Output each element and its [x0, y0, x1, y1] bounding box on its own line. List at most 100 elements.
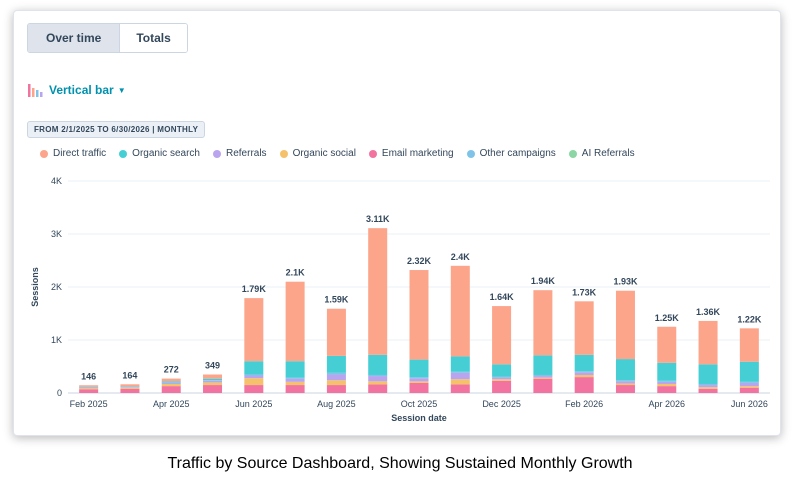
bar-segment: [326, 355, 346, 373]
bar-segment: [409, 382, 429, 393]
bar-segment: [739, 382, 759, 387]
y-tick-label: 0: [57, 388, 62, 398]
bar-segment: [120, 387, 140, 388]
bar-segment: [657, 326, 677, 363]
legend-label: Referrals: [225, 148, 267, 159]
bar-total-label: 146: [81, 371, 96, 381]
bar-segment: [615, 383, 635, 386]
x-axis-label: Session date: [391, 413, 447, 423]
bar-segment: [79, 385, 99, 387]
bar-segment: [698, 364, 718, 384]
bar-total-label: 1.94K: [531, 276, 556, 286]
bar-segment: [368, 381, 388, 385]
x-tick-label: Dec 2025: [482, 399, 521, 409]
bar-segment: [698, 385, 718, 388]
bar-segment: [285, 385, 305, 393]
figure-caption: Traffic by Source Dashboard, Showing Sus…: [167, 455, 633, 472]
x-tick-label: Apr 2025: [153, 399, 190, 409]
bar-segment: [161, 382, 181, 383]
legend-item[interactable]: Direct traffic: [40, 148, 106, 159]
legend-swatch-icon: [119, 149, 128, 158]
bar-segment: [203, 374, 223, 379]
bar-chart-icon: [27, 82, 43, 98]
legend-item[interactable]: Referrals: [212, 148, 267, 159]
bar-segment: [739, 387, 759, 393]
visualization-label: Vertical bar: [49, 83, 114, 97]
bar-total-label: 1.25K: [655, 313, 680, 323]
legend-item[interactable]: Organic search: [119, 148, 200, 159]
legend-label: Organic social: [292, 148, 356, 159]
bar-segment: [203, 380, 223, 381]
bar-segment: [533, 290, 553, 356]
bar-total-label: 272: [164, 365, 179, 375]
legend-item[interactable]: Organic social: [279, 148, 356, 159]
bar-segment: [492, 379, 512, 381]
bar-segment: [698, 320, 718, 365]
legend-item[interactable]: Other campaigns: [466, 148, 556, 159]
legend-label: Direct traffic: [53, 148, 107, 159]
y-tick-label: 3K: [51, 229, 62, 239]
bar-segment: [574, 374, 594, 378]
legend-label: Email marketing: [381, 148, 454, 159]
bar-segment: [161, 382, 181, 384]
bar-segment: [326, 372, 346, 375]
y-tick-label: 2K: [51, 282, 62, 292]
bar-segment: [657, 383, 677, 387]
bar-total-label: 1.36K: [696, 307, 721, 317]
bar-segment: [615, 380, 635, 382]
chevron-down-icon: ▼: [117, 85, 126, 95]
bar-total-label: 2.32K: [407, 256, 432, 266]
bar-total-label: 2.4K: [451, 252, 471, 262]
bar-segment: [120, 384, 140, 387]
bar-segment: [368, 384, 388, 393]
bar-segment: [244, 298, 264, 362]
bar-segment: [492, 380, 512, 393]
legend-swatch-icon: [466, 149, 475, 158]
x-tick-label: Feb 2026: [565, 399, 603, 409]
bar-segment: [574, 354, 594, 372]
bar-segment: [492, 306, 512, 365]
bar-total-label: 1.22K: [737, 314, 762, 324]
bar-segment: [574, 372, 594, 375]
bar-total-label: 1.64K: [490, 292, 515, 302]
bar-total-label: 164: [122, 370, 137, 380]
bar-segment: [492, 364, 512, 377]
bar-segment: [368, 228, 388, 355]
legend-item[interactable]: AI Referrals: [568, 148, 635, 159]
bar-segment: [739, 381, 759, 383]
bar-segment: [120, 388, 140, 393]
bar-segment: [244, 361, 264, 375]
bar-total-label: 1.73K: [572, 287, 597, 297]
bar-segment: [615, 381, 635, 384]
bar-segment: [409, 378, 429, 382]
bar-segment: [615, 290, 635, 360]
bar-segment: [492, 377, 512, 380]
bar-segment: [244, 385, 264, 393]
bar-segment: [79, 386, 99, 388]
bar-segment: [739, 361, 759, 382]
x-tick-label: Apr 2026: [648, 399, 685, 409]
legend-item[interactable]: Email marketing: [368, 148, 454, 159]
bar-total-label: 1.93K: [613, 277, 638, 287]
bar-segment: [615, 385, 635, 393]
bar-segment: [450, 384, 470, 393]
bar-segment: [450, 371, 470, 373]
visualization-selector[interactable]: Vertical bar ▼: [27, 82, 126, 98]
bar-segment: [161, 378, 181, 382]
legend-swatch-icon: [279, 149, 288, 158]
bar-segment: [533, 377, 553, 379]
bar-segment: [450, 372, 470, 380]
tab-over-time[interactable]: Over time: [28, 24, 121, 52]
tab-totals[interactable]: Totals: [120, 24, 187, 52]
bar-segment: [698, 387, 718, 389]
bar-segment: [120, 386, 140, 387]
bar-segment: [533, 378, 553, 393]
bar-segment: [450, 356, 470, 372]
bar-segment: [161, 381, 181, 383]
bar-segment: [657, 362, 677, 381]
bar-segment: [739, 328, 759, 362]
bar-segment: [120, 387, 140, 389]
bar-segment: [409, 359, 429, 378]
view-tabs: Over time Totals: [27, 23, 188, 53]
legend-label: Other campaigns: [479, 148, 556, 159]
